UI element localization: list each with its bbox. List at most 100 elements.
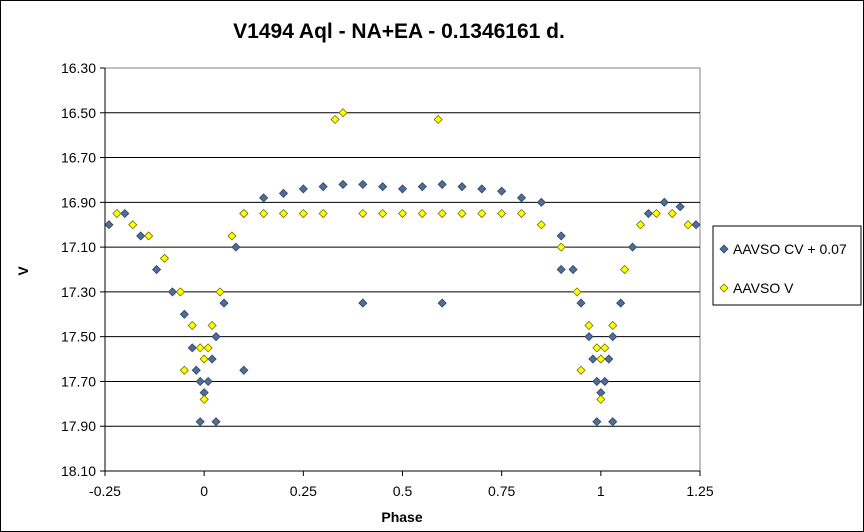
series-1-point [588,354,598,364]
series-1-point [179,309,189,319]
series-2-point [207,320,217,331]
series-2-point [457,208,467,219]
series-1-point [152,264,162,275]
x-tick-label: -0.25 [89,483,121,499]
series-2-point [437,208,447,219]
series-1-point [219,298,229,308]
series-2-point [497,208,507,219]
series-1-point [556,264,566,275]
data-points [104,108,701,427]
y-axis-title: V [15,266,31,276]
series-2-point [608,320,618,331]
series-1-point [628,242,638,252]
legend: AAVSO CV + 0.07 AAVSO V [712,225,862,306]
series-1-point [318,182,328,192]
series-1-point [211,417,221,427]
series-2-point [358,208,368,219]
series-2-point [516,208,527,219]
series-2-point [259,208,269,219]
series-1-point [191,365,201,375]
series-1-point [417,182,427,192]
series-1-point [259,193,269,203]
y-tick-label: 17.90 [61,418,96,434]
y-tick-label: 16.90 [61,194,96,210]
series-2-point [278,208,289,219]
legend-label-series-1: AAVSO CV + 0.07 [733,241,847,257]
series-2-point [596,394,606,404]
x-tick-label: 0.75 [488,483,515,499]
series-1-point [604,354,614,364]
series-1-point [643,208,653,219]
series-2-point [203,343,213,353]
series-2-point [215,287,225,297]
series-1-point [592,417,602,427]
series-2-point [651,208,661,219]
series-2-point [199,394,209,404]
series-1-point [338,179,348,189]
series-2-point [159,253,170,263]
series-1-point [211,332,221,342]
series-1-point [358,298,368,308]
y-tick-label: 16.50 [61,105,96,121]
series-2-point [144,231,154,241]
x-tick-label: 1 [597,483,605,499]
series-2-point [187,320,197,331]
series-1-point [584,332,594,342]
series-1-point [659,197,669,207]
series-1-point [358,179,368,189]
series-1-point [600,376,610,387]
series-1-point [536,197,546,207]
series-1-point [497,186,507,196]
y-tick-label: 17.50 [61,329,96,345]
x-tick-label: 0.25 [290,483,317,499]
series-2-point [128,220,138,230]
series-2-point [417,208,427,219]
y-tick-label: 17.30 [61,284,96,300]
series-2-points [112,108,693,404]
series-1-point [195,376,205,387]
series-1-point [616,298,626,308]
series-2-point [667,208,677,219]
series-2-point [378,208,388,219]
series-1-point [298,184,308,194]
series-2-point [330,114,340,125]
series-1-point [136,231,146,241]
series-1-point [437,179,447,189]
series-1-point [556,231,566,241]
series-2-point [298,208,308,219]
y-tick-label: 17.70 [61,373,96,389]
series-1-point [207,354,217,364]
series-2-point [536,220,546,230]
series-1-point [239,365,249,375]
series-1-point [187,343,197,353]
y-tick-label: 18.10 [61,463,96,479]
series-1-point [278,188,289,198]
series-2-point [397,208,408,219]
legend-marker-series-2 [719,283,729,293]
series-2-point [620,264,630,275]
series-2-point [239,208,249,219]
legend-label-series-2: AAVSO V [733,280,794,296]
series-2-point [683,220,693,230]
plot-area [104,67,701,472]
series-1-point [516,193,527,203]
series-2-point [318,208,328,219]
legend-marker-series-1 [719,244,729,254]
chart-title: V1494 Aql - NA+EA - 0.1346161 d. [233,20,565,43]
legend-box [712,225,862,306]
series-1-point [195,417,205,427]
series-2-point [477,208,487,219]
series-2-point [596,354,606,364]
series-1-point [691,220,701,230]
x-tick-label: 0.5 [393,483,413,499]
series-2-point [175,287,185,297]
series-1-point [397,184,408,194]
series-2-point [592,343,602,353]
series-2-point [112,208,122,219]
y-tick-label: 16.70 [61,150,96,166]
series-2-point [433,114,443,125]
series-1-point [437,298,447,308]
series-1-point [104,220,114,230]
